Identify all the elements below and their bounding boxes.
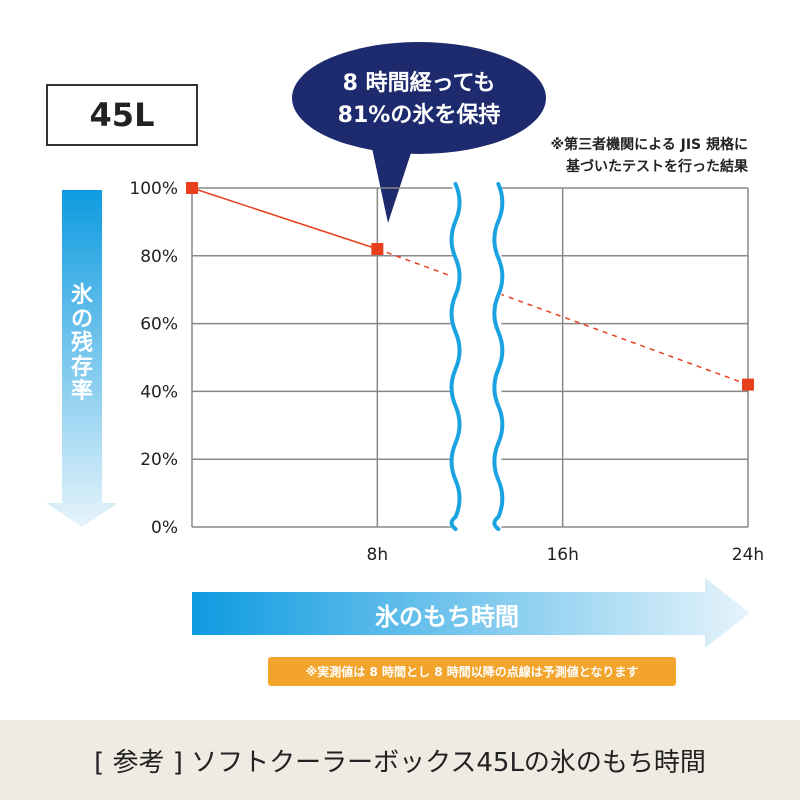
callout-bubble	[292, 42, 546, 223]
size-label: 45L	[46, 84, 198, 146]
y-axis-label-char: 存	[70, 355, 93, 380]
y-tick-label: 100%	[129, 179, 178, 199]
axis-break-line	[492, 182, 505, 531]
footnote: ※実測値は 8 時間とし 8 時間以降の点線は予測値となります	[268, 657, 676, 686]
data-point	[371, 243, 384, 256]
y-tick-label: 0%	[151, 518, 178, 538]
callout-text: 8 時間経っても 81%の氷を保持	[290, 68, 548, 132]
data-point	[186, 182, 198, 194]
y-axis-label-char: 氷	[70, 283, 93, 308]
x-axis-arrow	[192, 578, 750, 648]
y-tick-label: 60%	[140, 315, 178, 335]
axis-break-line	[449, 182, 462, 531]
test-note-line-1: ※第三者機関による JIS 規格に	[550, 137, 748, 153]
y-axis-arrow	[46, 190, 118, 527]
y-tick-label: 20%	[140, 450, 178, 470]
y-axis-label-char: の	[70, 307, 93, 332]
callout-line-2: 81%の氷を保持	[337, 103, 501, 128]
x-tick-label: 24h	[732, 545, 764, 565]
y-axis-label-char: 率	[70, 379, 93, 404]
test-note: ※第三者機関による JIS 規格に 基づいたテストを行った結果	[551, 134, 748, 178]
y-tick-label: 80%	[140, 247, 178, 267]
footer-title: [ 参考 ] ソフトクーラーボックス45Lの氷のもち時間	[0, 720, 800, 800]
x-tick-label: 16h	[546, 545, 578, 565]
test-note-line-2: 基づいたテストを行った結果	[566, 159, 748, 175]
x-tick-label: 8h	[367, 545, 389, 565]
y-axis-label-char: 残	[70, 331, 93, 356]
y-tick-label: 40%	[140, 382, 178, 402]
data-point	[742, 378, 754, 391]
callout-line-1: 8 時間経っても	[342, 71, 496, 96]
y-axis-label: 氷の残存率	[62, 284, 102, 404]
series-segment-measured	[191, 187, 378, 250]
x-axis-label: 氷のもち時間	[375, 603, 519, 631]
